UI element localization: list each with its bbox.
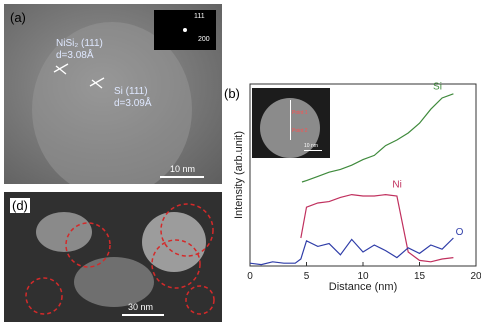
si-label: Si (111): [114, 86, 148, 97]
series-line-o: [249, 237, 454, 266]
scalebar-a-label: 10 nm: [170, 164, 196, 174]
x-tick-label: 15: [414, 271, 426, 282]
fft-inset: 111 200: [154, 10, 216, 50]
inset-point-1: Point 1: [292, 110, 308, 116]
inset-label-111: 111: [194, 13, 205, 20]
scalebar-d: [122, 314, 164, 316]
x-tick-label: 20: [470, 271, 481, 282]
x-tick-label: 0: [247, 271, 253, 282]
particle-circles: [25, 203, 215, 315]
fft-spot: [183, 28, 187, 32]
series-label-o: O: [456, 227, 464, 238]
series-label-ni: Ni: [392, 180, 401, 191]
panel-d-stem-image: (d) 30 nm: [4, 192, 222, 322]
inset-point-2: Point 2: [292, 128, 308, 134]
si-spacing: d=3.09Å: [114, 98, 152, 109]
series-line-ni: [300, 193, 454, 263]
x-tick-label: 10: [357, 271, 369, 282]
nisi2-label: NiSi₂ (111): [56, 38, 103, 49]
series-label-si: Si: [433, 82, 442, 93]
panel-d-letter: (d): [10, 198, 30, 213]
inset-scalebar-label: 10 nm: [304, 143, 318, 149]
panel-b-letter: (b): [224, 86, 240, 101]
panel-a-letter: (a): [10, 10, 26, 25]
nisi2-spacing: d=3.08Å: [56, 50, 94, 61]
scalebar-d-label: 30 nm: [128, 302, 154, 312]
y-axis-label: Intensity (arb.unit): [233, 131, 245, 219]
x-tick-label: 5: [304, 271, 310, 282]
inset-label-200: 200: [198, 36, 210, 43]
x-axis-label: Distance (nm): [329, 281, 397, 293]
scalebar-a: [160, 176, 204, 178]
panel-b-chart: Intensity (arb.unit) Distance (nm) 0 5 10 1…: [224, 80, 481, 325]
series-line-si: [301, 93, 454, 183]
panel-a-tem-image: (a) 111 200 NiSi₂ (111) d=3.08Å Si (111)…: [4, 4, 222, 184]
haadf-inset: Point 1 Point 2 10 nm: [252, 88, 330, 158]
inset-line-scan: [290, 100, 291, 140]
lattice-markers: [53, 63, 105, 89]
chart-svg: Intensity (arb.unit) Distance (nm) 0 5 10 1…: [233, 82, 481, 293]
inset-scalebar: [304, 150, 322, 151]
